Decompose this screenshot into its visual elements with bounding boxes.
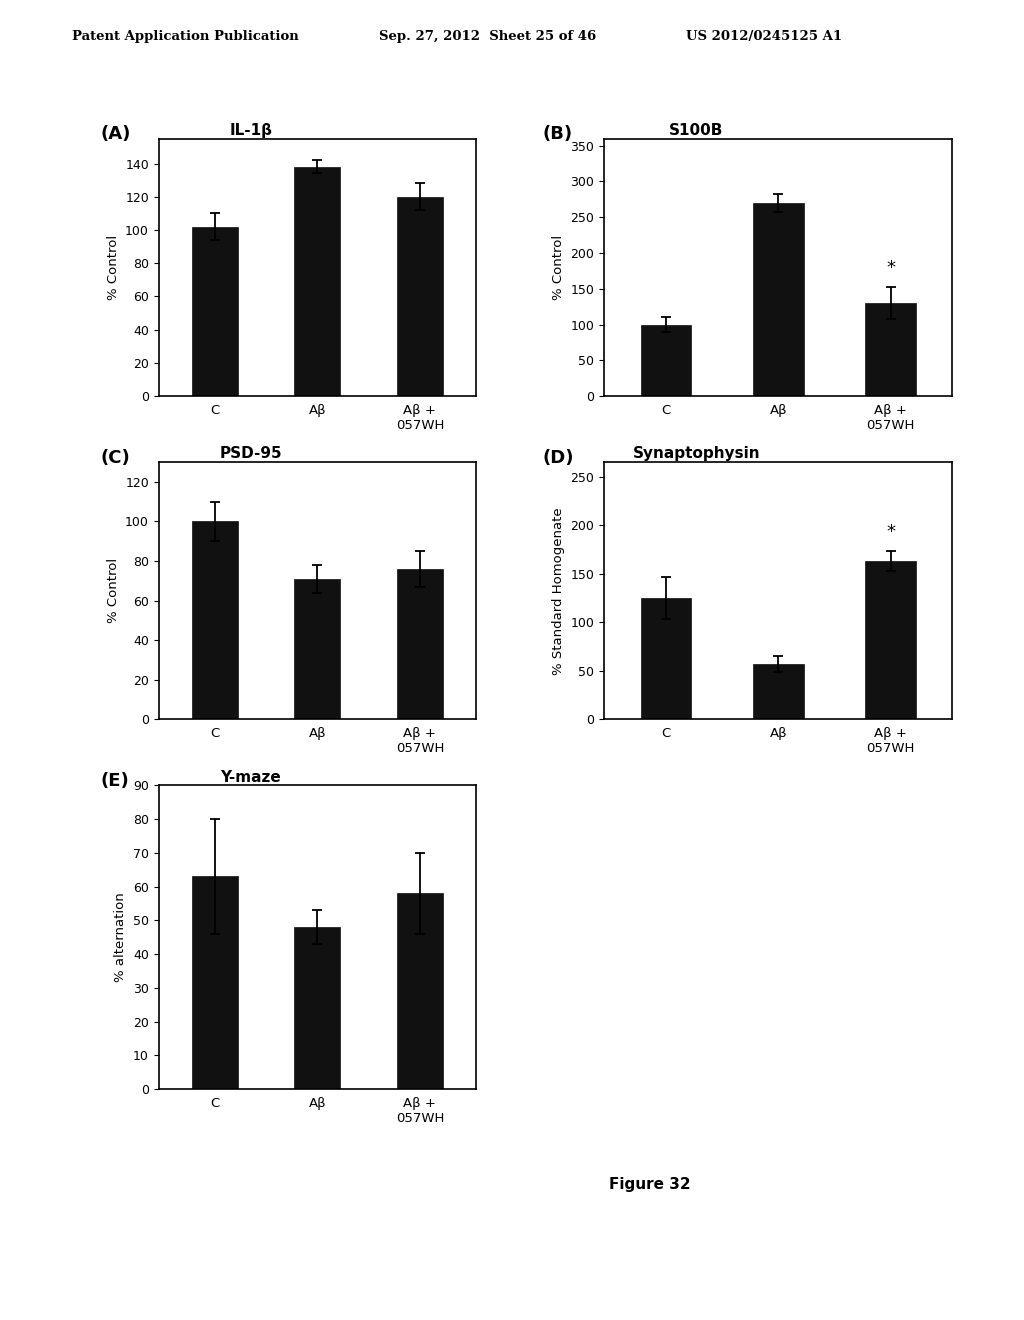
Bar [295,166,340,396]
Text: (C): (C) [100,449,130,467]
Bar [396,894,442,1089]
Bar [641,598,691,719]
Text: Sep. 27, 2012  Sheet 25 of 46: Sep. 27, 2012 Sheet 25 of 46 [379,30,596,44]
Bar [295,927,340,1089]
Text: Y-maze: Y-maze [220,770,282,784]
Text: S100B: S100B [669,123,724,137]
Y-axis label: % alternation: % alternation [115,892,127,982]
Bar [193,227,238,396]
Text: US 2012/0245125 A1: US 2012/0245125 A1 [686,30,842,44]
Text: (A): (A) [100,125,131,144]
Bar [396,197,442,396]
Text: Figure 32: Figure 32 [609,1177,691,1192]
Text: Synaptophysin: Synaptophysin [633,446,760,461]
Text: *: * [886,523,895,541]
Text: (B): (B) [543,125,572,144]
Text: (E): (E) [100,772,129,791]
Y-axis label: % Control: % Control [552,235,565,300]
Bar [193,876,238,1089]
Text: Patent Application Publication: Patent Application Publication [72,30,298,44]
Bar [193,521,238,719]
Text: (D): (D) [543,449,574,467]
Bar [753,664,804,719]
Bar [865,561,915,719]
Bar [396,569,442,719]
Bar [295,578,340,719]
Y-axis label: % Control: % Control [106,558,120,623]
Y-axis label: % Standard Homogenate: % Standard Homogenate [552,507,565,675]
Text: IL-1β: IL-1β [229,123,272,137]
Text: PSD-95: PSD-95 [219,446,283,461]
Text: *: * [886,259,895,277]
Y-axis label: % Control: % Control [106,235,120,300]
Bar [865,304,915,396]
Bar [753,203,804,396]
Bar [641,325,691,396]
